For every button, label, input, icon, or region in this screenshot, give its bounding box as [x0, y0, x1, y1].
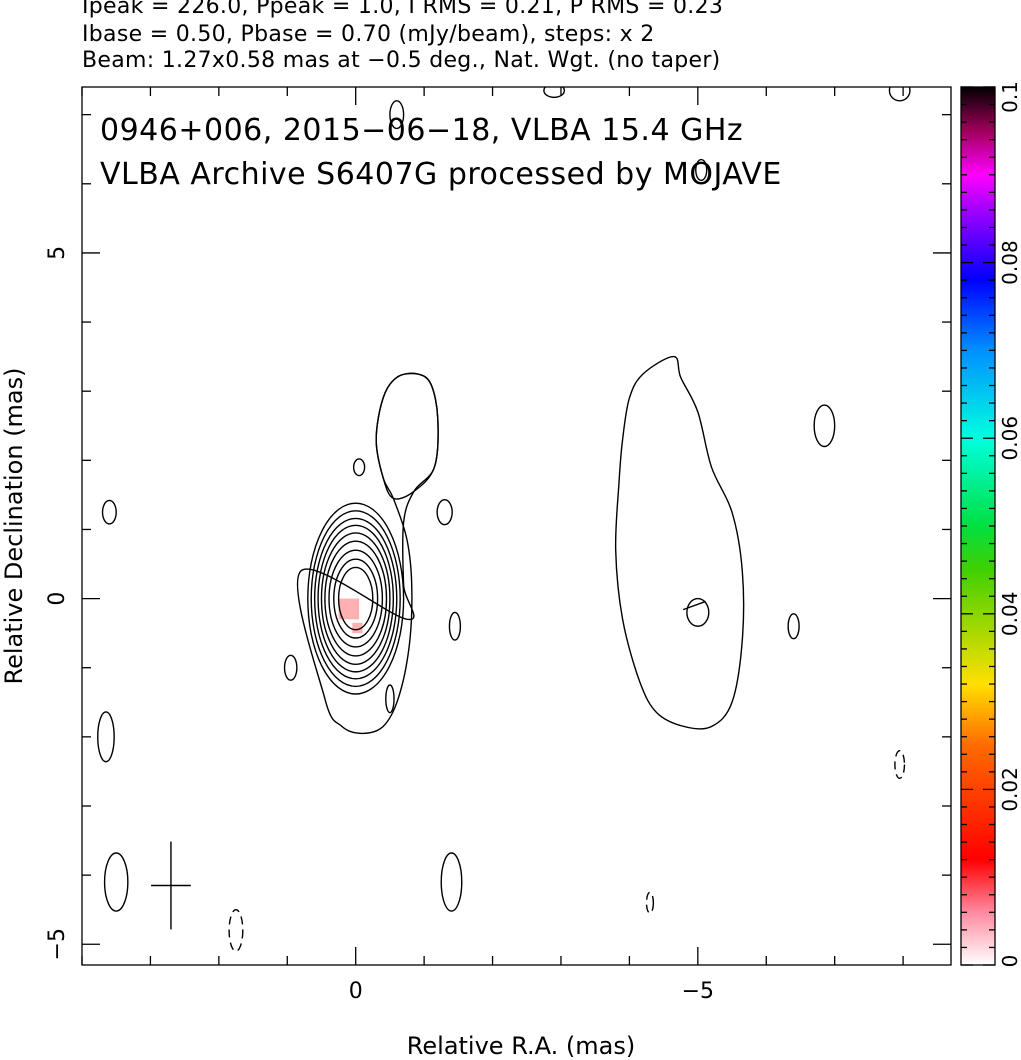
- colorbar-tick-label: 0.1: [998, 81, 1021, 113]
- source-annotation: 0946+006, 2015−06−18, VLBA 15.4 GHz: [100, 113, 743, 148]
- base-contour: [296, 372, 439, 735]
- negative-contour: [645, 891, 655, 914]
- noise-contour: [103, 852, 129, 912]
- noise-contour: [888, 87, 911, 102]
- axis-ticks: 0 −5 5 0 −5: [45, 87, 951, 1004]
- x-tick-label: 0: [349, 979, 363, 1004]
- header-line-2: Ibase = 0.50, Pbase = 0.70 (mJy/beam), s…: [82, 22, 655, 47]
- colorbar-tick-label: 0.04: [998, 592, 1021, 637]
- core-contour: [328, 549, 384, 648]
- base-contour: [614, 355, 745, 730]
- y-tick-label: 0: [45, 592, 70, 606]
- y-tick-label: −5: [45, 928, 70, 960]
- x-axis-label: Relative R.A. (mas): [407, 1032, 635, 1060]
- core-contour: [333, 558, 379, 639]
- plot-frame: [81, 86, 952, 966]
- y-tick-label: 5: [45, 246, 70, 260]
- header-line-3: Beam: 1.27x0.58 mas at −0.5 deg., Nat. W…: [82, 48, 721, 73]
- colorbar-tick-label: 0.08: [998, 240, 1021, 285]
- core-contour: [337, 566, 374, 631]
- core-contour: [317, 524, 395, 673]
- contour-layer: [97, 87, 911, 952]
- noise-contour: [436, 499, 453, 526]
- core-contour: [320, 532, 391, 665]
- noise-contour: [389, 100, 405, 130]
- core-contour: [310, 510, 401, 688]
- noise-contour: [813, 404, 836, 448]
- noise-contour: [543, 87, 566, 99]
- colorbar-tick-label: 0.06: [998, 416, 1021, 461]
- noise-contour: [283, 654, 298, 681]
- noise-contour: [787, 613, 800, 640]
- polarization-pixel: [352, 622, 363, 634]
- noise-contour: [101, 499, 117, 525]
- core-contour: [313, 517, 398, 680]
- y-axis-label: Relative Declination (mas): [0, 367, 28, 684]
- header-line-1: Ipeak = 226.0, Ppeak = 1.0, I RMS = 0.21…: [82, 0, 724, 19]
- colorbar-ticks: 0 0.02 0.04 0.06 0.08 0.1: [961, 81, 1021, 967]
- noise-contour: [440, 852, 463, 912]
- core-contour: [307, 502, 405, 695]
- noise-contour: [352, 458, 366, 477]
- colorbar-tick-label: 0: [998, 955, 1021, 968]
- polarization-pixel: [338, 598, 360, 620]
- noise-contour: [385, 684, 395, 714]
- core-contour: [324, 540, 388, 657]
- evpa-vector: [682, 600, 706, 611]
- x-tick-label: −5: [682, 979, 714, 1004]
- noise-contour: [448, 611, 462, 641]
- negative-contour: [894, 749, 906, 780]
- jet-contour: [375, 372, 439, 500]
- noise-contour: [97, 711, 115, 763]
- colorbar-tick-label: 0.02: [998, 767, 1021, 812]
- negative-contour: [228, 908, 244, 952]
- noise-contour: [695, 158, 708, 182]
- archive-annotation: VLBA Archive S6407G processed by MOJAVE: [100, 157, 782, 192]
- noise-contour: [686, 597, 710, 627]
